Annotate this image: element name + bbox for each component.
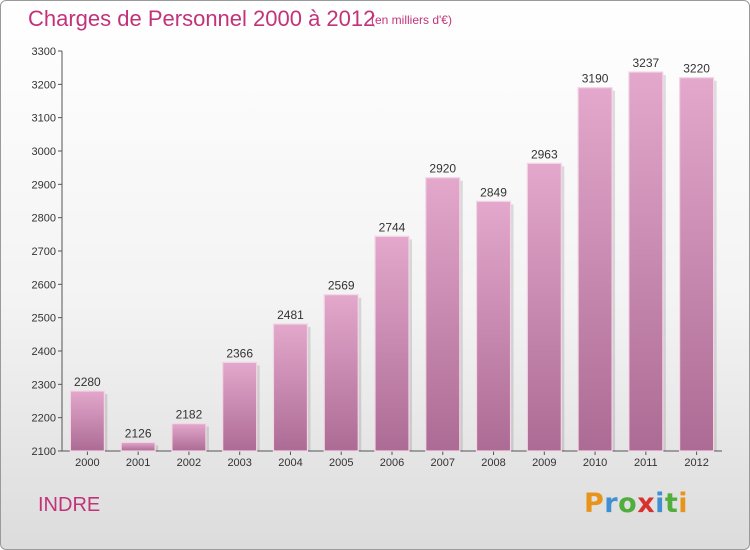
x-tick-label: 2005 [329, 457, 353, 469]
data-label: 2920 [429, 162, 456, 176]
y-axis: 2100 2200 2300 2400 2500 2600 2700 2800 2900 3000… [32, 46, 63, 458]
bar [577, 87, 613, 452]
x-tick-label: 2000 [75, 457, 99, 469]
x-tick-label: 2003 [227, 457, 251, 469]
logo-letter: r [604, 488, 619, 519]
bar [475, 200, 512, 452]
bar [628, 71, 664, 452]
x-axis: 2000 2001 2002 2003 2004 2005 2006 2007 2008 2009… [62, 450, 722, 469]
y-tick-label: 2200 [32, 413, 56, 425]
y-tick-label: 2500 [32, 313, 56, 325]
bar [120, 441, 156, 452]
region-name: INDRE [38, 494, 101, 516]
chart-title: Charges de Personnel 2000 à 2012 [28, 6, 376, 31]
bar [425, 177, 461, 452]
logo-letter: x [637, 488, 656, 519]
proxiti-logo[interactable]: Proxiti [584, 488, 688, 519]
data-label: 2126 [125, 426, 152, 440]
x-tick-label: 2011 [634, 457, 658, 469]
data-label: 2569 [328, 279, 355, 293]
y-tick-label: 2600 [32, 279, 56, 291]
data-label: 2182 [176, 408, 203, 422]
logo-letter: i [678, 488, 689, 519]
bar [374, 235, 410, 452]
y-tick-label: 3300 [32, 46, 56, 58]
data-label: 3220 [683, 62, 710, 76]
data-label: 2280 [74, 375, 101, 389]
y-tick-label: 3100 [32, 113, 56, 125]
logo-letter: P [584, 488, 605, 519]
bar [272, 323, 309, 452]
y-tick-label: 3000 [32, 146, 56, 158]
data-label: 3190 [582, 72, 609, 86]
bar [526, 162, 562, 452]
x-tick-label: 2002 [177, 457, 201, 469]
y-tick-label: 2100 [32, 446, 56, 458]
bar [222, 361, 258, 452]
data-label: 2744 [379, 220, 406, 234]
data-label: 2849 [480, 185, 507, 199]
logo-letter: i [655, 488, 665, 519]
x-tick-label: 2009 [532, 457, 556, 469]
data-label: 2963 [531, 147, 558, 161]
logo-letter: o [618, 488, 638, 519]
data-labels: 2280 2126 2182 2366 2481 2569 2744 2920 2849 2963… [74, 56, 710, 440]
bar [323, 294, 359, 452]
bar [69, 390, 105, 452]
x-tick-label: 2001 [126, 457, 150, 469]
bar [679, 77, 715, 452]
y-tick-label: 2800 [32, 213, 56, 225]
x-tick-label: 2010 [583, 457, 607, 469]
data-label: 3237 [632, 56, 659, 70]
y-tick-label: 2300 [32, 379, 56, 391]
y-tick-label: 2700 [32, 246, 56, 258]
x-tick-label: 2008 [481, 457, 505, 469]
chart-unit: (en milliers d'€) [371, 13, 452, 27]
x-tick-label: 2007 [431, 457, 455, 469]
y-tick-label: 2400 [32, 346, 56, 358]
data-label: 2366 [226, 346, 253, 360]
y-tick-label: 3200 [32, 79, 56, 91]
logo-letter: t [664, 488, 679, 519]
bars [69, 71, 717, 452]
x-tick-label: 2012 [684, 457, 708, 469]
y-tick-label: 2900 [32, 179, 56, 191]
data-label: 2481 [277, 308, 304, 322]
bar [171, 423, 207, 452]
x-tick-label: 2004 [278, 457, 302, 469]
x-tick-label: 2006 [380, 457, 404, 469]
